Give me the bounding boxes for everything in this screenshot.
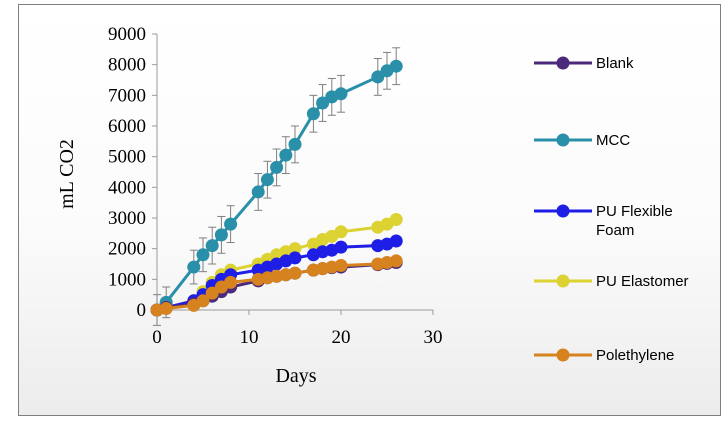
- data-point-polethylene: [335, 259, 348, 272]
- y-tick-label: 8000: [108, 55, 146, 76]
- x-tick-label: 0: [152, 327, 162, 348]
- x-tick-label: 20: [332, 327, 351, 348]
- data-point-mcc: [289, 138, 302, 151]
- data-point-mcc: [224, 218, 237, 231]
- legend-item-pu-flexible-foam: PU Flexible Foam: [534, 203, 673, 239]
- data-point-pu-elastomer: [390, 213, 403, 226]
- y-tick-label: 0: [137, 300, 147, 321]
- legend-item-polethylene: Polethylene: [534, 347, 674, 364]
- y-tick-label: 9000: [108, 24, 146, 45]
- y-tick-label: 5000: [108, 147, 146, 168]
- data-point-polethylene: [160, 302, 173, 315]
- x-tick-label: 30: [424, 327, 443, 348]
- legend-label: Polethylene: [596, 347, 674, 364]
- data-point-polethylene: [289, 267, 302, 280]
- data-point-pu-flexible-foam: [335, 241, 348, 254]
- legend-swatch-marker: [557, 134, 570, 147]
- legend-item-blank: Blank: [534, 55, 634, 72]
- legend-item-mcc: MCC: [534, 132, 630, 149]
- data-point-mcc: [390, 60, 403, 73]
- data-point-pu-elastomer: [335, 225, 348, 238]
- error-bars: [153, 48, 400, 326]
- y-tick-label: 4000: [108, 177, 146, 198]
- legend-label: MCC: [596, 132, 630, 149]
- legend-swatch-marker: [557, 349, 570, 362]
- y-tick-label: 1000: [108, 269, 146, 290]
- data-point-mcc: [335, 87, 348, 100]
- legend-label: PU Flexible Foam: [596, 203, 673, 239]
- data-point-mcc: [252, 185, 265, 198]
- data-point-mcc: [206, 239, 219, 252]
- series-layer: [151, 60, 403, 317]
- y-tick-label: 2000: [108, 239, 146, 260]
- x-axis-title: Days: [275, 365, 316, 387]
- y-tick-label: 6000: [108, 116, 146, 137]
- data-point-mcc: [215, 228, 228, 241]
- data-point-polethylene: [224, 276, 237, 289]
- y-tick-label: 3000: [108, 208, 146, 229]
- data-point-mcc: [307, 107, 320, 120]
- y-tick-label: 7000: [108, 85, 146, 106]
- legend-swatch-marker: [557, 57, 570, 70]
- y-axis-title: mL CO2: [56, 139, 78, 209]
- legend: Blank MCC PU Flexible Foam PU Elastomer Polet…: [534, 55, 689, 364]
- legend-swatch-marker: [557, 205, 570, 218]
- data-point-mcc: [187, 261, 200, 274]
- data-point-mcc: [261, 173, 274, 186]
- legend-swatch-marker: [557, 275, 570, 288]
- legend-item-pu-elastomer: PU Elastomer: [534, 273, 689, 290]
- data-point-mcc: [279, 149, 292, 162]
- data-point-mcc: [197, 248, 210, 261]
- data-point-pu-flexible-foam: [289, 251, 302, 264]
- legend-label: PU Elastomer: [596, 273, 689, 290]
- legend-label: Blank: [596, 55, 634, 72]
- x-tick-label: 10: [240, 327, 259, 348]
- data-point-mcc: [270, 161, 283, 174]
- data-point-pu-flexible-foam: [390, 235, 403, 248]
- data-point-polethylene: [390, 254, 403, 267]
